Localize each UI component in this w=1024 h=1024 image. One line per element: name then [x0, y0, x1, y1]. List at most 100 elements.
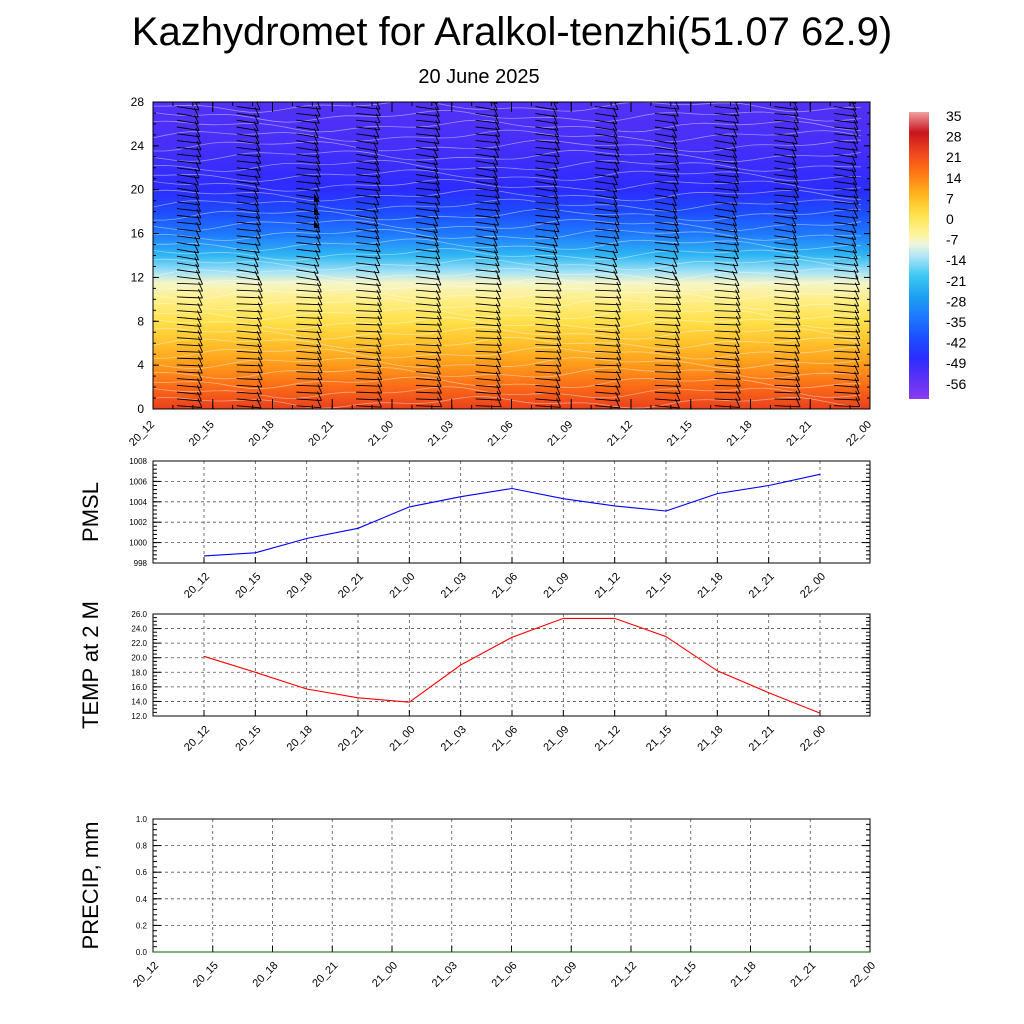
- wind-barb: [595, 160, 620, 164]
- contour-line: [153, 297, 861, 311]
- wind-barb: [774, 310, 800, 313]
- wind-barb: [834, 133, 859, 137]
- wind-barb-flag: [315, 161, 321, 171]
- wind-barb: [356, 214, 378, 220]
- wind-barb: [774, 371, 800, 375]
- wind-barb-flag: [316, 276, 322, 286]
- wind-barb: [714, 371, 741, 374]
- wind-barb-flag: [437, 322, 443, 332]
- wind-barb: [714, 398, 741, 401]
- wind-barbs: [176, 102, 861, 409]
- wind-barb: [654, 112, 679, 117]
- wind-barb-flag: [853, 120, 859, 130]
- y-tick-label: 12: [131, 270, 145, 284]
- wind-barb-flag: [495, 195, 501, 205]
- wind-barb: [236, 153, 261, 158]
- y-tick-label: 16.0: [131, 683, 147, 692]
- wind-barb-flag: [197, 330, 203, 340]
- wind-barb-flag: [672, 141, 678, 151]
- wind-barb: [356, 180, 381, 185]
- wind-barb-flag: [735, 302, 741, 312]
- wind-barb: [236, 119, 259, 125]
- panel-frame: [152, 460, 871, 564]
- wind-barb: [236, 398, 262, 402]
- wind-barb-flag: [852, 243, 858, 253]
- wind-barb: [296, 323, 322, 326]
- wind-barb: [834, 323, 860, 327]
- wind-barb: [535, 248, 558, 254]
- wind-barb: [714, 153, 737, 159]
- wind-barb-flag: [315, 154, 321, 164]
- wind-barb: [774, 112, 799, 117]
- wind-barb: [535, 303, 561, 306]
- wind-barb: [296, 228, 320, 233]
- x-tick-label: 21_21: [747, 724, 777, 754]
- x-tick-label: 22_00: [798, 724, 828, 754]
- wind-barb-flag: [436, 275, 442, 286]
- wind-barb: [834, 391, 860, 395]
- wind-barb: [595, 242, 619, 246]
- wind-barb: [296, 146, 319, 152]
- wind-barb: [475, 126, 500, 131]
- wind-barb: [535, 255, 558, 261]
- wind-barb-flag: [377, 383, 383, 394]
- wind-barb: [176, 371, 203, 374]
- wind-barb: [176, 167, 200, 172]
- wind-barb: [714, 391, 741, 394]
- wind-barb: [595, 364, 621, 367]
- wind-barb: [774, 153, 797, 159]
- y-tick-label: 1000: [129, 539, 147, 548]
- wind-barb: [535, 160, 559, 165]
- wind-barb: [176, 398, 202, 402]
- wind-barb: [415, 153, 438, 159]
- wind-barb: [415, 310, 441, 313]
- wind-barb: [356, 364, 381, 368]
- wind-barb: [774, 269, 799, 273]
- wind-barb: [774, 350, 800, 354]
- wind-barb: [475, 133, 500, 137]
- wind-barb: [535, 282, 562, 285]
- wind-barb-flag: [794, 181, 799, 191]
- wind-barb: [834, 221, 857, 226]
- wind-barb-flag: [496, 323, 502, 333]
- wind-barb-flag: [255, 209, 261, 219]
- wind-barb-flag: [196, 208, 202, 219]
- wind-barb: [595, 126, 617, 132]
- wind-barb: [774, 174, 798, 179]
- wind-barb: [236, 146, 260, 151]
- wind-barb: [176, 316, 202, 320]
- wind-barb: [595, 371, 621, 374]
- wind-barb-flag: [198, 281, 204, 292]
- colorbar-label: 21: [946, 149, 962, 165]
- wind-barb: [595, 398, 620, 402]
- wind-barb-flag: [852, 249, 858, 260]
- wind-barb-flag: [614, 140, 620, 151]
- wind-barb: [176, 310, 202, 313]
- wind-barb: [296, 384, 323, 387]
- contour-line: [153, 129, 862, 143]
- wind-barb: [236, 248, 260, 253]
- contour-line: [153, 317, 862, 330]
- wind-barb: [415, 187, 440, 192]
- wind-barb: [654, 330, 680, 334]
- wind-barb-flag: [732, 155, 738, 165]
- wind-barb: [296, 119, 320, 124]
- wind-barb: [356, 282, 381, 286]
- wind-barb: [236, 133, 259, 138]
- wind-barb: [595, 146, 619, 151]
- wind-barb: [595, 296, 621, 299]
- wind-barb: [714, 214, 737, 220]
- wind-barb-flag: [794, 113, 799, 123]
- contour-line: [153, 198, 862, 212]
- wind-barb-flag: [495, 263, 501, 273]
- contour-line: [153, 367, 862, 380]
- wind-barb-flag: [257, 275, 263, 286]
- wind-barb: [176, 255, 199, 261]
- x-tick-label: 21_18: [695, 724, 725, 754]
- y-tick-label: 14.0: [131, 697, 147, 706]
- wind-barb: [654, 201, 677, 206]
- wind-barb: [535, 344, 562, 347]
- y-tick-label: 20: [131, 183, 145, 197]
- wind-barb: [296, 112, 321, 117]
- chart-title: Kazhydromet for Aralkol-tenzhi(51.07 62.…: [131, 10, 893, 54]
